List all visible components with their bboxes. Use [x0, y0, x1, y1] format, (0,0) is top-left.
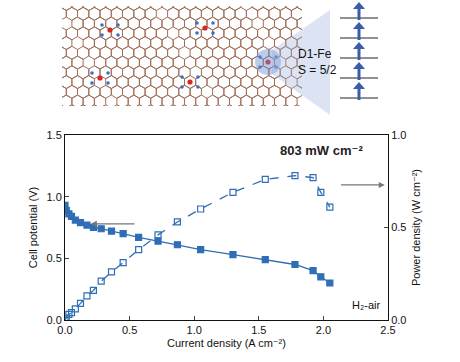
svg-text:0.5: 0.5: [391, 221, 406, 233]
svg-text:D1-Fe: D1-Fe: [298, 47, 332, 61]
svg-text:Cell potential (V): Cell potential (V): [27, 187, 39, 268]
svg-text:803 mW cm⁻²: 803 mW cm⁻²: [280, 143, 363, 158]
svg-text:0.0: 0.0: [47, 314, 62, 326]
svg-text:1.0: 1.0: [47, 191, 62, 203]
svg-text:0.0: 0.0: [57, 324, 72, 336]
svg-text:0.0: 0.0: [391, 314, 406, 326]
svg-text:0.5: 0.5: [47, 252, 62, 264]
svg-text:H₂-air: H₂-air: [352, 299, 380, 311]
svg-text:S = 5/2: S = 5/2: [298, 63, 337, 77]
svg-text:1.0: 1.0: [391, 129, 406, 141]
svg-text:1.5: 1.5: [251, 324, 266, 336]
svg-text:Power density (W cm⁻²): Power density (W cm⁻²): [410, 169, 422, 286]
svg-text:0.5: 0.5: [122, 324, 137, 336]
svg-text:2.5: 2.5: [380, 324, 395, 336]
svg-text:1.0: 1.0: [187, 324, 202, 336]
svg-text:2.0: 2.0: [316, 324, 331, 336]
svg-text:Current density (A cm⁻²): Current density (A cm⁻²): [167, 337, 286, 349]
svg-text:1.5: 1.5: [47, 129, 62, 141]
